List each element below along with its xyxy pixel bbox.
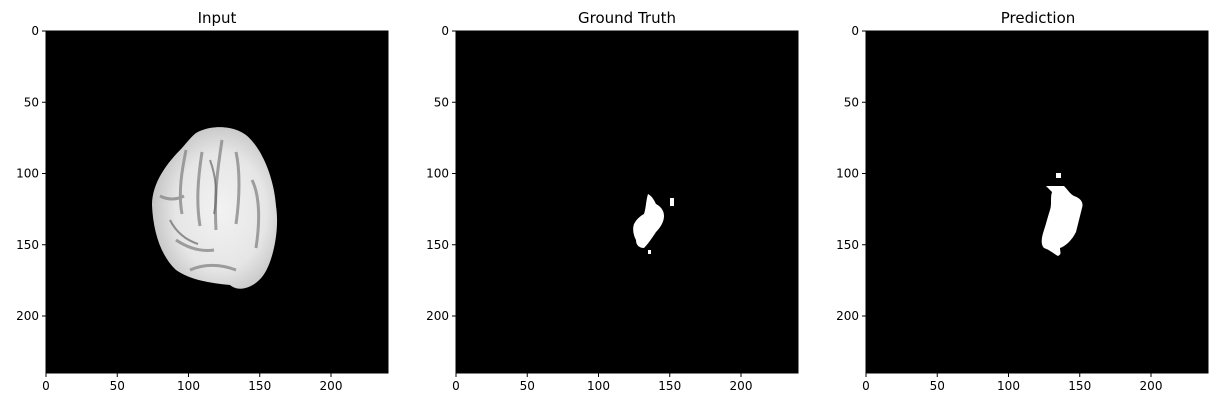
panel-title-input: Input: [198, 9, 237, 27]
x-tick-label-ground-truth-2: 100: [587, 379, 610, 393]
mask-ground-truth: [633, 194, 674, 254]
x-tick-label-ground-truth-3: 150: [658, 379, 681, 393]
panel-title-prediction: Prediction: [1001, 9, 1076, 27]
y-tick-label-ground-truth-2: 100: [426, 167, 449, 181]
x-tick-label-input-2: 100: [177, 379, 200, 393]
x-tick-label-input-4: 200: [320, 379, 343, 393]
x-tick-label-input-1: 50: [110, 379, 125, 393]
y-tick-label-input-0: 0: [31, 24, 39, 38]
x-tick-label-prediction-3: 150: [1068, 379, 1091, 393]
y-tick-label-prediction-2: 100: [836, 167, 859, 181]
y-tick-label-ground-truth-3: 150: [426, 238, 449, 252]
x-tick-label-ground-truth-1: 50: [520, 379, 535, 393]
panel-ground-truth: Ground Truth: [455, 9, 799, 374]
x-tick-label-input-0: 0: [42, 379, 50, 393]
y-tick-label-input-4: 200: [16, 309, 39, 323]
y-tick-label-input-1: 50: [24, 95, 39, 109]
image-area-ground-truth: [456, 31, 798, 373]
y-tick-label-ground-truth-4: 200: [426, 309, 449, 323]
panel-input: Input: [45, 9, 389, 374]
panel-prediction: Prediction: [865, 9, 1209, 374]
axis-ticks: 0 50 100 150 200 0 50 100 150 200 0 50 100 150 200 0 50 1…: [16, 24, 1162, 393]
y-tick-label-prediction-4: 200: [836, 309, 859, 323]
x-tick-label-prediction-1: 50: [930, 379, 945, 393]
panel-title-ground-truth: Ground Truth: [578, 9, 676, 27]
y-tick-label-input-2: 100: [16, 167, 39, 181]
x-tick-label-ground-truth-0: 0: [452, 379, 460, 393]
y-tick-label-ground-truth-1: 50: [434, 95, 449, 109]
x-tick-label-ground-truth-4: 200: [730, 379, 753, 393]
axes-frame-prediction: [865, 30, 1209, 374]
y-tick-label-prediction-3: 150: [836, 238, 859, 252]
x-tick-label-prediction-2: 100: [997, 379, 1020, 393]
x-tick-label-prediction-4: 200: [1140, 379, 1163, 393]
y-tick-label-prediction-0: 0: [851, 24, 859, 38]
y-tick-label-prediction-1: 50: [844, 95, 859, 109]
x-tick-label-prediction-0: 0: [862, 379, 870, 393]
x-tick-label-input-3: 150: [248, 379, 271, 393]
image-area-prediction: [866, 31, 1208, 373]
mask-prediction: [1041, 173, 1083, 256]
y-tick-label-ground-truth-0: 0: [441, 24, 449, 38]
axes-frame-ground-truth: [455, 30, 799, 374]
axes-frame-input: [45, 30, 389, 374]
y-tick-label-input-3: 150: [16, 238, 39, 252]
brain-slice: [152, 127, 278, 289]
